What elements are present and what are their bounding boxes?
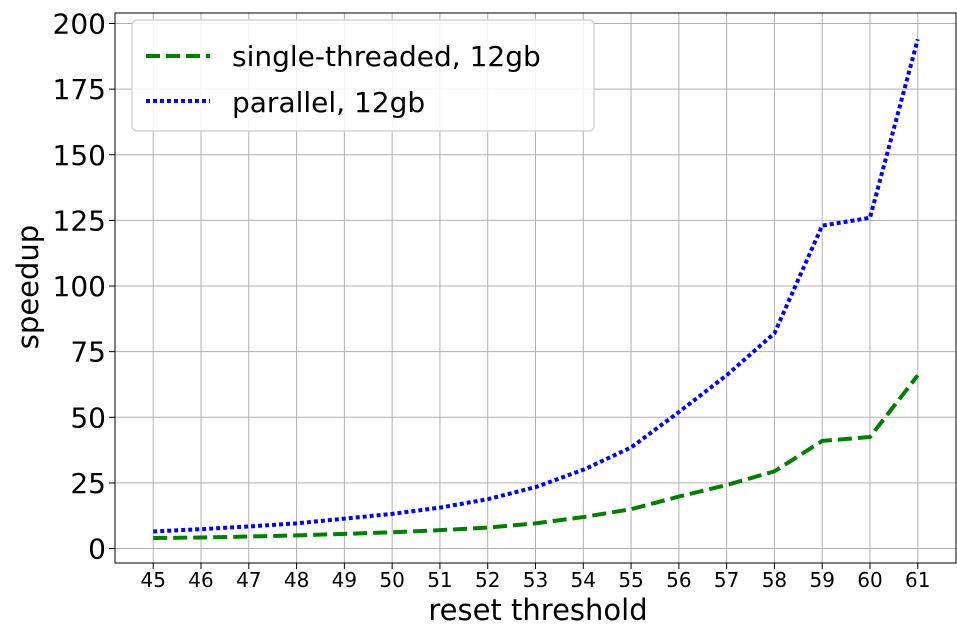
x-tick-label: 57 (714, 568, 739, 592)
y-tick-label: 75 (70, 336, 106, 369)
y-tick-label: 0 (88, 533, 106, 566)
x-tick-label: 60 (857, 568, 882, 592)
legend-label-single-threaded: single-threaded, 12gb (232, 40, 541, 73)
x-tick-label: 50 (379, 568, 404, 592)
x-tick-label: 52 (475, 568, 500, 592)
x-tick-label: 47 (236, 568, 261, 592)
y-tick-label: 100 (53, 270, 106, 303)
y-tick-label: 25 (70, 467, 106, 500)
x-tick-label: 51 (427, 568, 452, 592)
x-tick-label: 61 (905, 568, 930, 592)
y-tick-label: 125 (53, 204, 106, 237)
legend-box (131, 19, 595, 132)
legend-label-parallel: parallel, 12gb (232, 86, 425, 119)
y-axis-label: speedup (11, 225, 45, 349)
y-tick-label: 50 (70, 401, 106, 434)
x-tick-label: 58 (762, 568, 787, 592)
y-tick-label: 175 (53, 73, 106, 106)
x-tick-label: 46 (188, 568, 213, 592)
series-lines (153, 38, 920, 541)
tick-labels: 45 46 47 48 49 50 51 52 53 54 55 56 57 58 59 60 61 0 25 50 7… (53, 8, 931, 592)
x-tick-label: 48 (284, 568, 309, 592)
legend: single-threaded, 12gb parallel, 12gb (131, 19, 595, 132)
x-tick-label: 56 (666, 568, 691, 592)
y-tick-label: 150 (53, 139, 106, 172)
x-tick-label: 54 (571, 568, 596, 592)
axis-ticks (109, 23, 919, 569)
x-tick-label: 59 (809, 568, 834, 592)
x-axis-label: reset threshold (428, 593, 647, 625)
x-tick-label: 55 (618, 568, 643, 592)
x-tick-label: 49 (332, 568, 357, 592)
series-line-parallel (153, 38, 920, 534)
x-tick-label: 45 (141, 568, 166, 592)
series-line-single-threaded (153, 374, 920, 541)
y-tick-label: 200 (53, 8, 106, 41)
x-tick-label: 53 (523, 568, 548, 592)
